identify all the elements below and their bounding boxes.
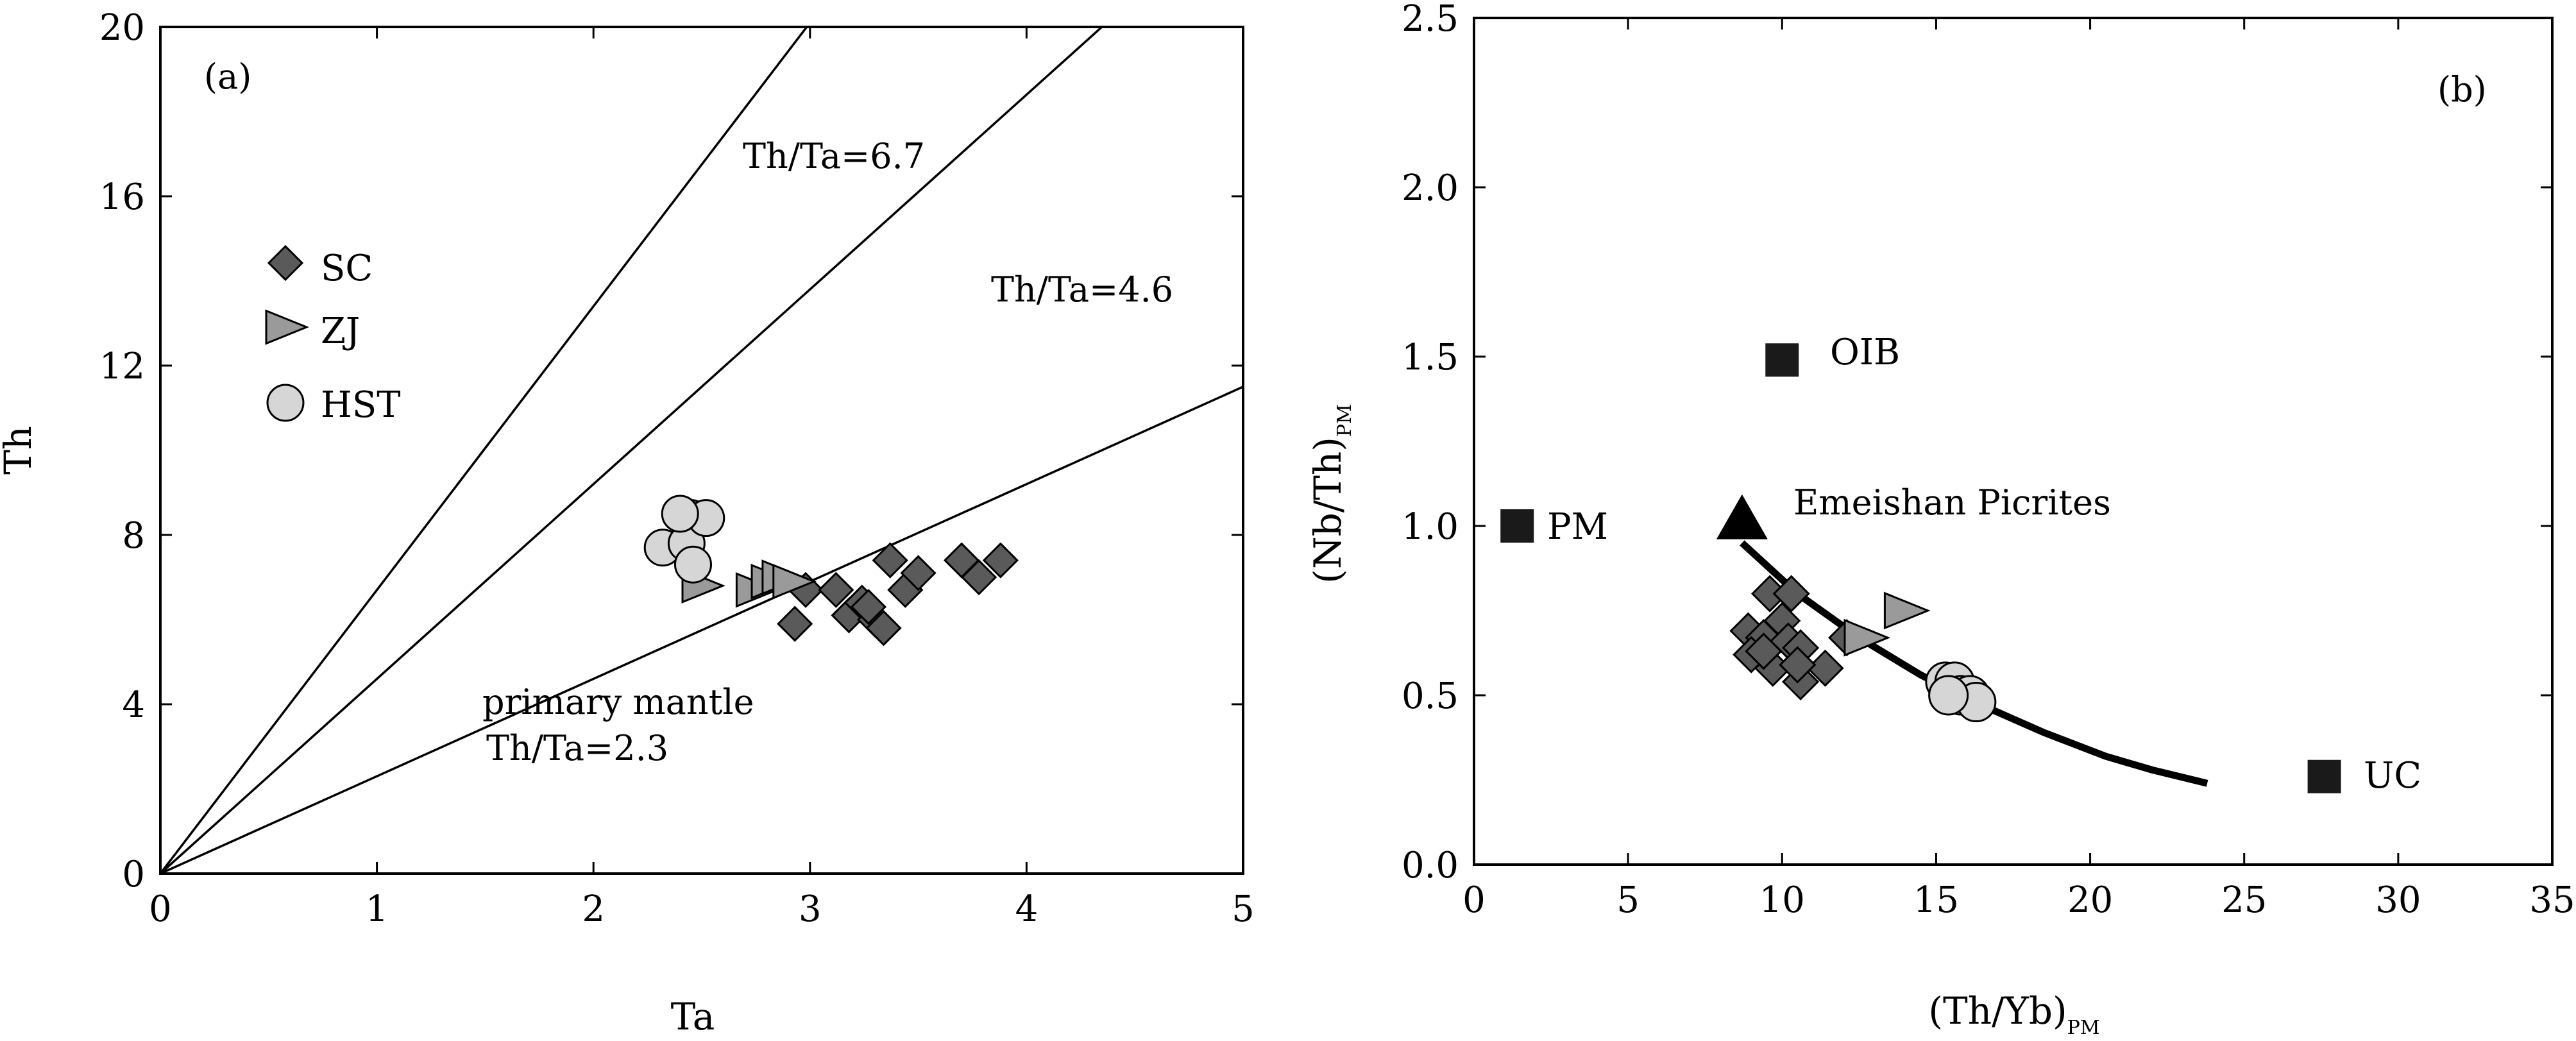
panel-b-y-tick-label: 0.5 [1402, 675, 1459, 717]
data-point-zj [772, 563, 817, 600]
legend-label-hst: HST [321, 384, 401, 426]
panel-a-y-tick-label: 12 [99, 346, 145, 387]
panel-a-y-tick-label: 0 [122, 854, 145, 895]
data-point-sc [850, 589, 887, 625]
panel-b-x-tick-label: 0 [1462, 879, 1486, 921]
panel-b-x-tick-label: 15 [1913, 879, 1959, 921]
ref-label-uc: UC [2364, 755, 2421, 797]
data-point-sc [982, 542, 1019, 579]
data-point-sc [1779, 646, 1817, 684]
ref-line-label-4-6: Th/Ta=4.6 [991, 269, 1173, 310]
panel-b-y-tick-label: 1.0 [1402, 506, 1459, 548]
legend-symbol-zj [265, 309, 309, 345]
panel-b-x-tick-label: 20 [2067, 879, 2113, 921]
panel-b-x-tick-label: 25 [2221, 879, 2267, 921]
data-point-sc [777, 605, 813, 642]
panel-a-x-tick-label: 2 [582, 888, 605, 930]
data-point-hst [674, 545, 712, 584]
panel-a-x-tick-label: 4 [1015, 888, 1038, 930]
legend-label-sc: SC [321, 248, 373, 289]
panel-b-y-axis-label-main: (Nb/Th) [1306, 437, 1350, 584]
panel-b-x-axis-label: (Th/Yb)PM [1928, 989, 2099, 1039]
data-point-sc [900, 555, 936, 591]
panel-a-x-tick-label: 0 [149, 888, 172, 930]
data-point-sc [865, 610, 902, 647]
data-point-sc [818, 571, 854, 608]
panel-b-x-tick-label: 35 [2529, 879, 2575, 921]
reference-line [160, 27, 808, 874]
legend-symbols [265, 244, 309, 422]
panel-a-y-tick-label: 20 [99, 7, 145, 49]
panel-b-ticks: 0 5 10 15 20 25 30 35 0.0 0.5 1.0 1.5 2.0 2.5 [1402, 0, 2575, 921]
panel-a-plot-frame [159, 26, 1244, 875]
panel-a-x-tick-label: 3 [799, 888, 822, 930]
reference-point-uc [2307, 759, 2341, 793]
legend-symbol-sc [267, 244, 304, 282]
panel-b-x-axis-label-sub: PM [2067, 1017, 2100, 1039]
legend: SC ZJ HST [265, 244, 401, 426]
panel-a-label: (a) [204, 56, 251, 97]
data-point-zj [1883, 591, 1931, 630]
panel-b-plot-frame [1473, 17, 2554, 866]
data-point-hst [661, 495, 699, 533]
panel-a-y-axis-label: Th [0, 426, 40, 475]
reference-line [160, 385, 1243, 874]
ref-label-pm: PM [1547, 506, 1608, 548]
panel-b-x-tick-label: 10 [1759, 879, 1805, 921]
ref-line-label-2-3: Th/Ta=2.3 [486, 728, 668, 768]
panel-b-y-tick-label: 2.5 [1402, 0, 1459, 40]
panel-b: 0 5 10 15 20 25 30 35 0.0 0.5 1.0 1.5 2.0 2.5 (b) OIB… [1306, 0, 2575, 1039]
panel-b-y-axis-label: (Nb/Th)PM [1306, 404, 1356, 584]
data-point-sc [872, 542, 908, 579]
panel-b-y-tick-label: 1.5 [1402, 337, 1459, 378]
panel-b-y-axis-label-sub: PM [1334, 404, 1356, 437]
panel-b-x-tick-label: 30 [2375, 879, 2421, 921]
reference-point-oib [1765, 343, 1799, 377]
panel-b-x-axis-label-main: (Th/Yb) [1928, 989, 2067, 1033]
panel-a-x-tick-label: 5 [1232, 888, 1255, 930]
emeishan-picrites-label: Emeishan Picrites [1793, 482, 2111, 523]
data-point-sc [961, 559, 997, 596]
legend-symbol-hst [266, 384, 305, 422]
panel-a-y-tick-label: 8 [122, 515, 145, 557]
panel-a-y-tick-label: 4 [122, 684, 145, 726]
reference-point-pm [1500, 509, 1534, 543]
panel-a-x-axis-label: Ta [671, 995, 715, 1038]
panel-a-markers [643, 495, 1019, 647]
panel-a-reference-lines [160, 27, 1243, 874]
data-point-sc [1772, 575, 1810, 613]
panel-a-x-tick-label: 1 [366, 888, 389, 930]
data-point-hst [1928, 675, 1969, 716]
panel-b-x-tick-label: 5 [1616, 879, 1640, 921]
ref-line-label-6-7: Th/Ta=6.7 [743, 136, 925, 176]
emeishan-picrites-marker [1716, 494, 1768, 539]
data-point-zj [1843, 618, 1891, 657]
panel-b-y-tick-label: 2.0 [1402, 167, 1459, 209]
legend-label-zj: ZJ [321, 310, 360, 352]
panel-a-y-tick-label: 16 [99, 176, 145, 218]
panel-b-label: (b) [2437, 69, 2487, 110]
data-point-sc [1745, 632, 1783, 670]
reference-line [160, 27, 1104, 874]
panel-b-y-tick-label: 0.0 [1402, 845, 1459, 886]
ref-label-oib: OIB [1830, 332, 1900, 373]
ref-line-label-primary-mantle: primary mantle [482, 682, 754, 722]
panel-b-reference-points [1500, 343, 2341, 793]
panel-b-markers [1729, 575, 1997, 723]
